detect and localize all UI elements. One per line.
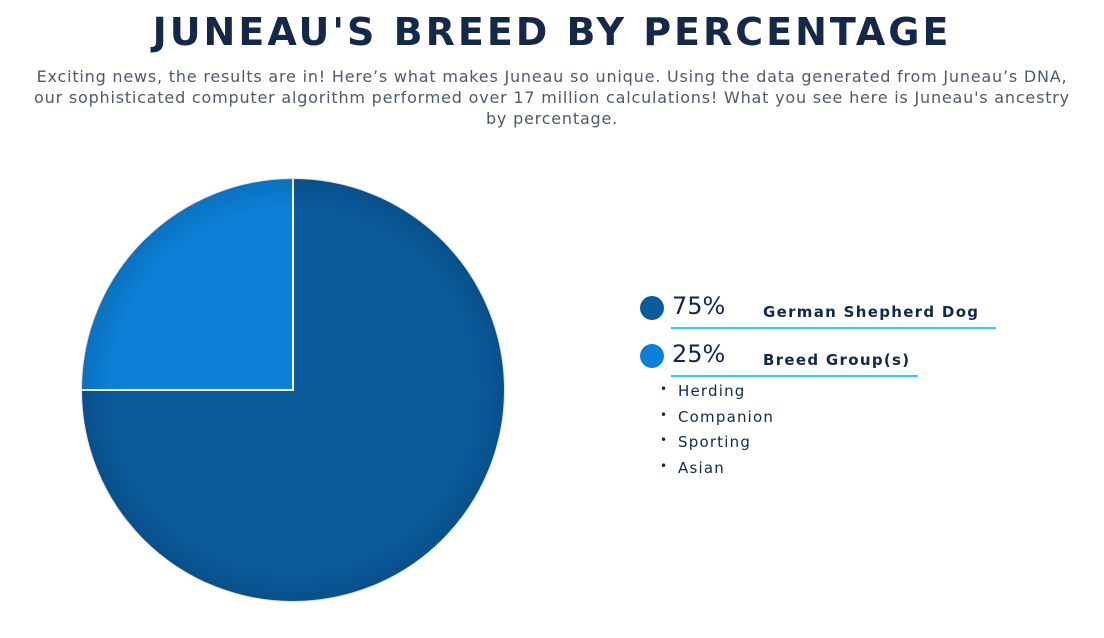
legend-color-dot	[640, 296, 664, 320]
intro-text: Exciting news, the results are in! Here’…	[34, 67, 1070, 128]
legend-breed-name: German Shepherd Dog	[763, 303, 980, 321]
legend-color-dot	[640, 344, 664, 368]
chart-legend: 75% German Shepherd Dog 25% Breed Group(…	[640, 292, 1060, 477]
legend-underline	[671, 375, 918, 377]
legend-percent: 75%	[672, 292, 726, 320]
breed-group-item: • Sporting	[660, 433, 774, 459]
breed-group-item: • Companion	[660, 408, 774, 434]
legend-item-breed-groups: 25% Breed Group(s)	[640, 340, 1060, 388]
legend-percent: 25%	[672, 340, 726, 368]
breed-group-list: • Herding • Companion • Sporting • Asian	[660, 382, 774, 484]
breed-group-label: Asian	[678, 458, 725, 477]
list-bullet: •	[660, 407, 669, 422]
breed-group-item: • Asian	[660, 459, 774, 485]
list-bullet: •	[660, 458, 669, 473]
list-bullet: •	[660, 433, 669, 447]
breed-group-label: Companion	[678, 407, 775, 426]
breed-group-item: • Herding	[660, 382, 774, 408]
pie-slice-breed-group-s	[79, 176, 294, 391]
breed-group-label: Herding	[678, 382, 746, 400]
page-title: JUNEAU'S BREED BY PERCENTAGE	[152, 10, 952, 54]
list-bullet: •	[660, 382, 669, 396]
breed-group-label: Sporting	[678, 433, 752, 451]
breed-pie-chart	[79, 176, 506, 603]
legend-breed-name: Breed Group(s)	[763, 351, 911, 369]
legend-item-german-shepherd-dog: 75% German Shepherd Dog	[640, 292, 1060, 340]
legend-underline	[671, 327, 996, 329]
